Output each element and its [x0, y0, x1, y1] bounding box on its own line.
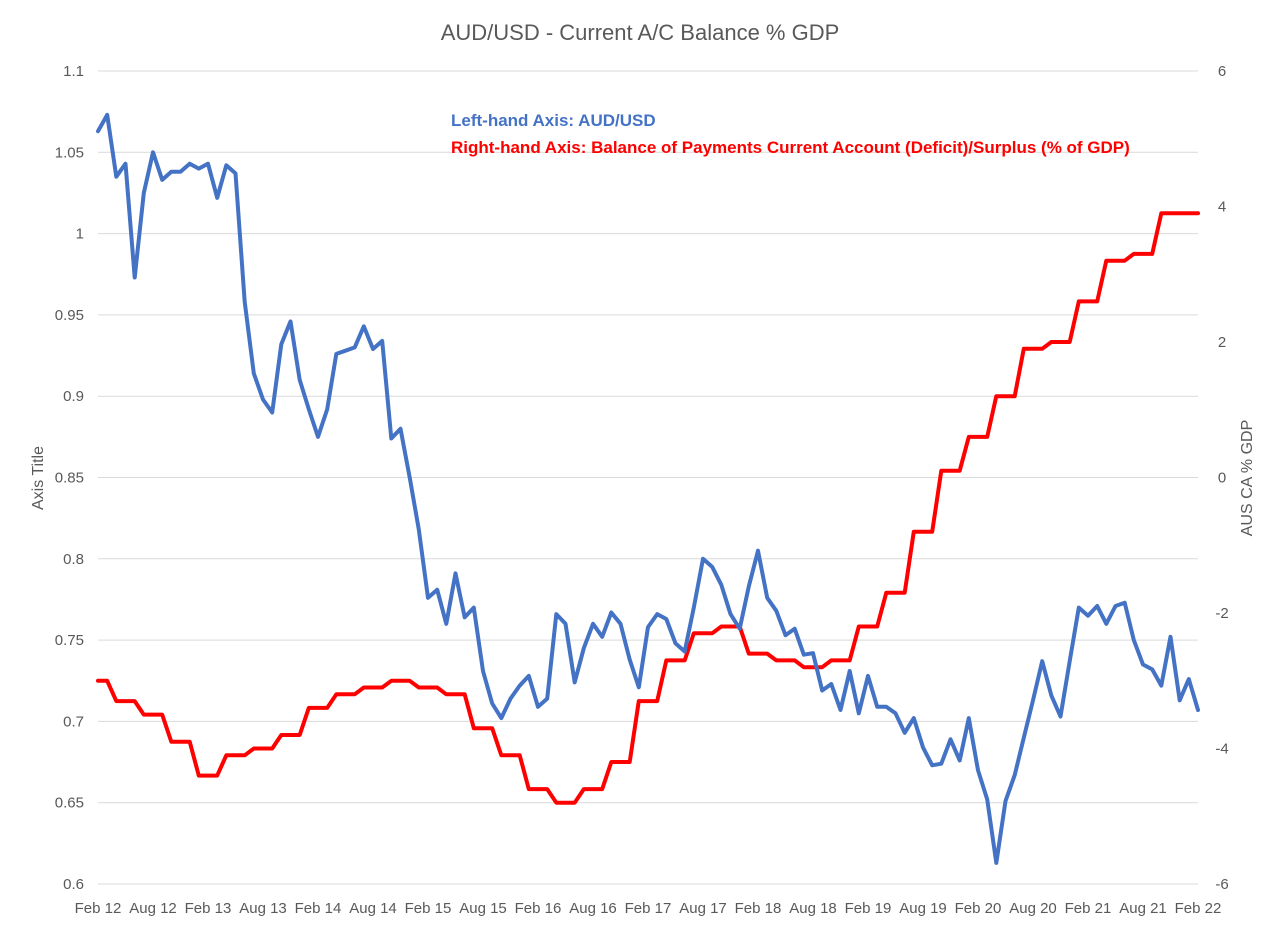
- aud-usd-line: [96, 112, 1200, 865]
- left-axis-tick-label: 0.65: [55, 795, 84, 812]
- x-axis-tick-label: Feb 22: [1175, 900, 1222, 917]
- x-axis-tick-label: Aug 15: [459, 900, 507, 917]
- x-axis-tick-label: Feb 18: [735, 900, 782, 917]
- x-axis-tick-label: Aug 18: [789, 900, 837, 917]
- current-account-line: [96, 211, 1200, 805]
- x-axis-tick-label: Aug 20: [1009, 900, 1057, 917]
- right-axis-tick-label: -2: [1215, 605, 1228, 622]
- right-axis-tick-label: 4: [1218, 199, 1226, 216]
- left-axis-tick-label: 0.6: [63, 876, 84, 893]
- left-axis-tick-label: 0.9: [63, 388, 84, 405]
- right-axis-tick-label: -6: [1215, 876, 1228, 893]
- left-axis-tick-label: 0.8: [63, 551, 84, 568]
- x-axis-tick-label: Aug 21: [1119, 900, 1167, 917]
- x-axis-ticks: Feb 12 Aug 12 Feb 13 Aug 13 Feb 14 Aug 14 Feb …: [75, 900, 1222, 917]
- x-axis-tick-label: Feb 21: [1065, 900, 1112, 917]
- x-axis-tick-label: Aug 13: [239, 900, 287, 917]
- right-axis-tick-label: -4: [1215, 741, 1228, 758]
- right-axis-tick-label: 6: [1218, 63, 1226, 80]
- left-axis-tick-label: 0.95: [55, 307, 84, 324]
- ca-series-line: [96, 211, 1200, 805]
- x-axis-tick-label: Feb 20: [955, 900, 1002, 917]
- x-axis-tick-label: Aug 19: [899, 900, 947, 917]
- left-axis-title: Axis Title: [30, 446, 47, 510]
- x-axis-tick-label: Aug 16: [569, 900, 617, 917]
- annotation-left-axis: Left-hand Axis: AUD/USD: [451, 111, 656, 130]
- chart-title: AUD/USD - Current A/C Balance % GDP: [441, 20, 840, 45]
- x-axis-tick-label: Feb 16: [515, 900, 562, 917]
- x-axis-tick-label: Feb 19: [845, 900, 892, 917]
- x-axis-tick-label: Feb 17: [625, 900, 672, 917]
- x-axis-tick-label: Aug 12: [129, 900, 177, 917]
- right-axis-tick-label: 0: [1218, 470, 1226, 487]
- grid-lines: [98, 70, 1198, 885]
- left-axis-ticks: 1.1 1.05 1 0.95 0.9 0.85 0.8 0.75 0.7 0.65 0.6: [55, 63, 84, 893]
- right-axis-tick-label: 2: [1218, 334, 1226, 351]
- x-axis-tick-label: Feb 14: [295, 900, 342, 917]
- x-axis-tick-label: Feb 12: [75, 900, 122, 917]
- x-axis-tick-label: Feb 13: [185, 900, 232, 917]
- left-axis-tick-label: 0.85: [55, 470, 84, 487]
- left-axis-tick-label: 1: [76, 226, 84, 243]
- aud-series-line: [96, 112, 1200, 865]
- left-axis-tick-label: 0.7: [63, 713, 84, 730]
- x-axis-tick-label: Aug 14: [349, 900, 397, 917]
- x-axis-tick-label: Aug 17: [679, 900, 727, 917]
- right-axis-ticks: 6 4 2 0 -2 -4 -6: [1215, 63, 1228, 893]
- right-axis-title: AUS CA % GDP: [1239, 420, 1256, 536]
- left-axis-tick-label: 1.05: [55, 144, 84, 161]
- left-axis-tick-label: 0.75: [55, 632, 84, 649]
- x-axis-tick-label: Feb 15: [405, 900, 452, 917]
- annotation-right-axis: Right-hand Axis: Balance of Payments Cur…: [451, 138, 1130, 157]
- left-axis-tick-label: 1.1: [63, 63, 84, 80]
